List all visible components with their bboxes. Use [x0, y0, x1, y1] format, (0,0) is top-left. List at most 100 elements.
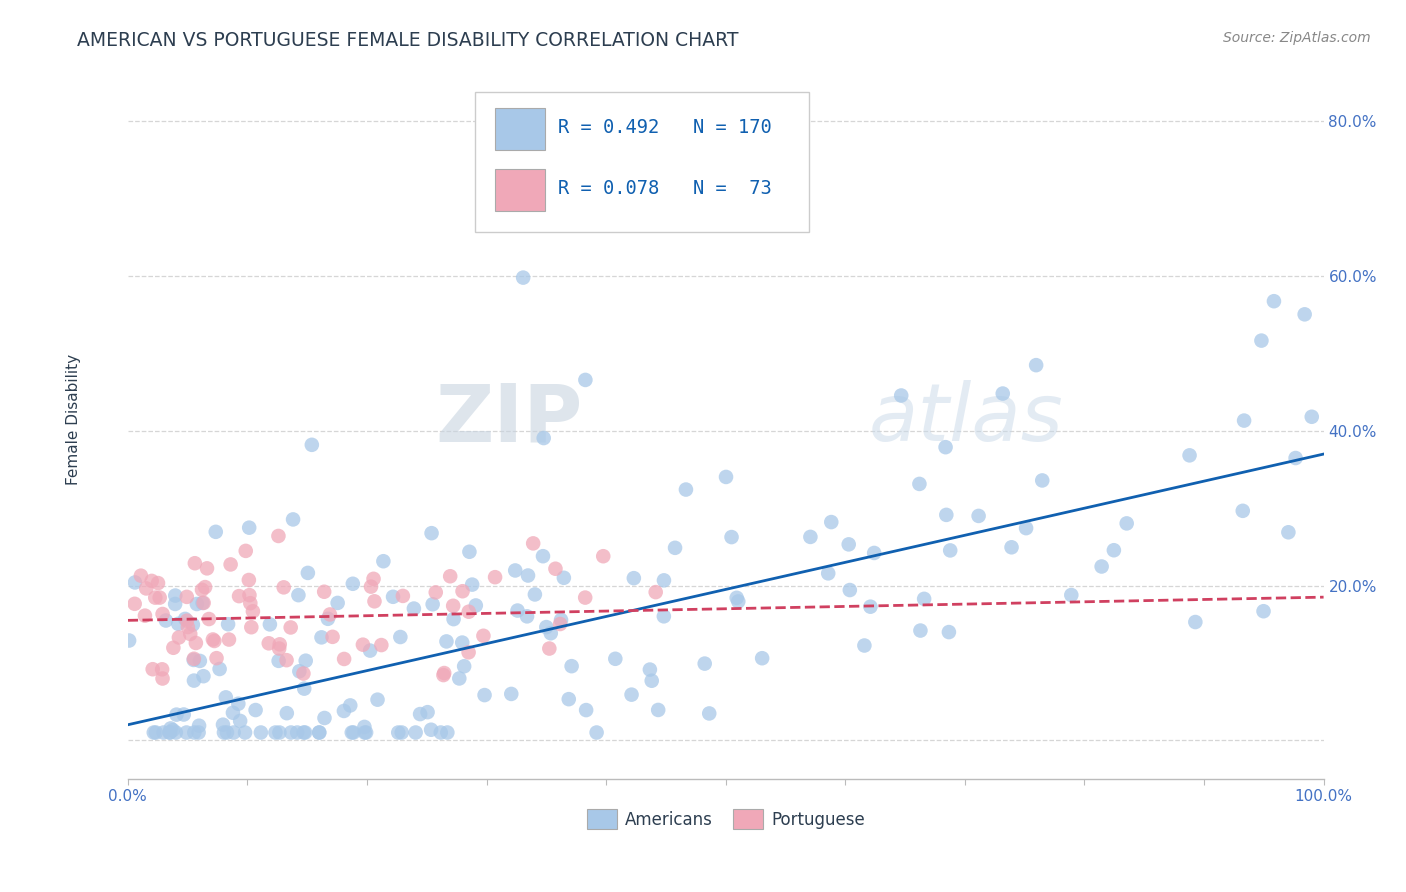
Point — [863, 546, 886, 560]
Point — [472, 629, 495, 643]
Point — [402, 601, 425, 615]
Point — [198, 612, 221, 626]
Point — [1253, 604, 1275, 618]
Point — [727, 594, 749, 608]
Point — [575, 703, 598, 717]
Point — [359, 643, 381, 657]
Point — [314, 584, 336, 599]
Point — [222, 725, 245, 739]
Point — [605, 652, 627, 666]
Point — [540, 626, 562, 640]
Point — [439, 569, 461, 583]
Point — [301, 438, 323, 452]
Point — [219, 558, 242, 572]
Point — [420, 723, 443, 737]
Point — [890, 388, 912, 402]
Point — [449, 672, 471, 686]
Point — [352, 638, 374, 652]
Point — [240, 620, 263, 634]
Point — [935, 508, 957, 522]
Point — [409, 707, 432, 722]
Point — [235, 544, 257, 558]
Point — [159, 725, 181, 739]
Point — [273, 580, 295, 594]
Point — [215, 725, 238, 739]
Point — [429, 725, 451, 739]
Point — [143, 591, 166, 605]
Point — [652, 609, 675, 624]
Point — [177, 620, 200, 634]
Point — [159, 722, 181, 736]
Point — [1284, 450, 1306, 465]
Point — [592, 549, 614, 564]
Text: Female Disability: Female Disability — [66, 354, 82, 485]
Point — [1115, 516, 1137, 531]
Point — [367, 692, 389, 706]
Point — [333, 704, 356, 718]
Point — [193, 596, 215, 610]
Point — [501, 687, 523, 701]
Point — [392, 589, 415, 603]
Point — [294, 654, 316, 668]
Point — [1031, 474, 1053, 488]
Point — [186, 597, 208, 611]
Point — [238, 588, 260, 602]
Point — [150, 662, 173, 676]
Point — [548, 617, 571, 632]
Point — [991, 386, 1014, 401]
Point — [218, 632, 240, 647]
Point — [267, 529, 290, 543]
Point — [370, 638, 392, 652]
Point — [264, 725, 287, 739]
Point — [267, 654, 290, 668]
Point — [287, 588, 309, 602]
Point — [457, 605, 479, 619]
Point — [382, 590, 405, 604]
Point — [387, 725, 409, 739]
Point — [294, 725, 316, 739]
Text: AMERICAN VS PORTUGUESE FEMALE DISABILITY CORRELATION CHART: AMERICAN VS PORTUGUESE FEMALE DISABILITY… — [77, 31, 738, 50]
Point — [453, 659, 475, 673]
Point — [912, 591, 935, 606]
Point — [458, 545, 481, 559]
Point — [259, 617, 281, 632]
Point — [152, 607, 174, 621]
Point — [1060, 588, 1083, 602]
Point — [1294, 307, 1316, 321]
Point — [484, 570, 506, 584]
Point — [432, 668, 454, 682]
FancyBboxPatch shape — [475, 92, 810, 232]
Point — [269, 725, 291, 739]
Point — [664, 541, 686, 555]
Point — [174, 612, 197, 626]
Point — [354, 725, 377, 739]
Point — [908, 477, 931, 491]
Point — [146, 576, 169, 591]
Point — [512, 270, 534, 285]
Point — [441, 599, 464, 613]
Point — [229, 714, 252, 728]
Point — [553, 571, 575, 585]
Point — [523, 587, 546, 601]
Point — [425, 585, 447, 599]
Point — [118, 633, 141, 648]
Point — [184, 556, 207, 570]
Point — [620, 688, 643, 702]
Point — [910, 624, 932, 638]
Point — [202, 634, 225, 648]
Point — [149, 591, 172, 605]
Point — [340, 725, 363, 739]
Point — [228, 697, 250, 711]
Point — [316, 612, 339, 626]
Point — [183, 652, 205, 666]
Text: Source: ZipAtlas.com: Source: ZipAtlas.com — [1223, 31, 1371, 45]
Text: atlas: atlas — [869, 380, 1064, 458]
Point — [422, 597, 444, 611]
Point — [751, 651, 773, 665]
Point — [405, 725, 427, 739]
Point — [162, 723, 184, 738]
Point — [1091, 559, 1114, 574]
Point — [373, 554, 395, 568]
Point — [322, 630, 344, 644]
Point — [159, 725, 181, 739]
